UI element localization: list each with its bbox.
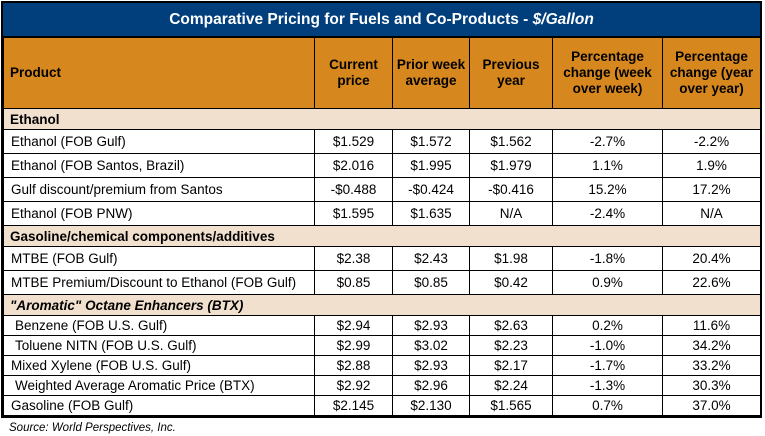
table-body: Ethanol Ethanol (FOB Gulf) $1.529 $1.572 $1.… [3,108,761,416]
value-cell: 20.4% [662,246,761,271]
product-cell: Ethanol (FOB Santos, Brazil) [3,153,315,178]
table-title-text: Comparative Pricing for Fuels and Co-Pro… [169,11,533,28]
col-header-pct-change-year: Percentage change (year over year) [662,37,761,109]
table-row: Ethanol (FOB PNW) $1.595 $1.635 N/A -2.4% N/A [3,201,761,226]
value-cell: 22.6% [662,270,761,295]
value-cell: 0.9% [552,270,663,295]
value-cell: -2.7% [552,129,663,154]
value-cell: $2.93 [392,355,470,376]
value-cell: $2.24 [469,375,553,396]
value-cell: $2.130 [392,395,470,416]
value-cell: $2.17 [469,355,553,376]
value-cell: $1.995 [392,153,470,178]
value-cell: -$0.424 [392,177,470,202]
value-cell: $1.565 [469,395,553,416]
value-cell: $1.635 [392,201,470,226]
value-cell: $1.529 [314,129,393,154]
source-note: Source: World Perspectives, Inc. [9,422,176,434]
value-cell: $0.42 [469,270,553,295]
table-title: Comparative Pricing for Fuels and Co-Pro… [3,3,760,37]
value-cell: $2.43 [392,246,470,271]
value-cell: $2.145 [314,395,393,416]
header-row: Product Current price Prior week average… [3,37,761,109]
product-cell: Benzene (FOB U.S. Gulf) [3,315,315,336]
product-cell: Ethanol (FOB PNW) [3,201,315,226]
value-cell: $2.63 [469,315,553,336]
value-cell: $1.572 [392,129,470,154]
value-cell: $1.98 [469,246,553,271]
value-cell: $2.38 [314,246,393,271]
value-cell: N/A [662,201,761,226]
table-row: Weighted Average Aromatic Price (BTX) $2.… [3,375,761,396]
value-cell: 30.3% [662,375,761,396]
value-cell: 34.2% [662,335,761,356]
table-row: Gulf discount/premium from Santos -$0.488… [3,177,761,202]
value-cell: -$0.488 [314,177,393,202]
value-cell: $1.595 [314,201,393,226]
value-cell: 11.6% [662,315,761,336]
value-cell: $2.016 [314,153,393,178]
section-row: Gasoline/chemical components/additives [3,225,761,247]
product-cell: MTBE Premium/Discount to Ethanol (FOB Gu… [3,270,315,295]
pricing-table: Product Current price Prior week average… [3,37,761,416]
col-header-previous-year: Previous year [469,37,553,109]
col-header-current-price: Current price [314,37,393,109]
value-cell: $2.99 [314,335,393,356]
table-row: Toluene NITN (FOB U.S. Gulf) $2.99 $3.02 $2… [3,335,761,356]
product-cell: Toluene NITN (FOB U.S. Gulf) [3,335,315,356]
section-row: Ethanol [3,108,761,130]
value-cell: 33.2% [662,355,761,376]
value-cell: $2.93 [392,315,470,336]
section-header: Ethanol [3,108,761,130]
product-cell: Gulf discount/premium from Santos [3,177,315,202]
table-header: Product Current price Prior week average… [3,37,761,109]
value-cell: $2.88 [314,355,393,376]
product-cell: MTBE (FOB Gulf) [3,246,315,271]
table-row: Ethanol (FOB Santos, Brazil) $2.016 $1.995… [3,153,761,178]
product-cell: Mixed Xylene (FOB U.S. Gulf) [3,355,315,376]
col-header-prior-week-average: Prior week average [392,37,470,109]
col-header-product: Product [3,37,315,109]
value-cell: $2.96 [392,375,470,396]
value-cell: 1.1% [552,153,663,178]
value-cell: 37.0% [662,395,761,416]
value-cell: $0.85 [314,270,393,295]
table-row: Ethanol (FOB Gulf) $1.529 $1.572 $1.562 -2.7… [3,129,761,154]
pricing-table-frame: Comparative Pricing for Fuels and Co-Pro… [1,1,762,418]
value-cell: $2.94 [314,315,393,336]
table-row: Benzene (FOB U.S. Gulf) $2.94 $2.93 $2.63 0.… [3,315,761,336]
value-cell: 1.9% [662,153,761,178]
value-cell: N/A [469,201,553,226]
table-row: Mixed Xylene (FOB U.S. Gulf) $2.88 $2.93 $2… [3,355,761,376]
product-cell: Gasoline (FOB Gulf) [3,395,315,416]
value-cell: 15.2% [552,177,663,202]
value-cell: -2.2% [662,129,761,154]
value-cell: 0.2% [552,315,663,336]
section-header: Gasoline/chemical components/additives [3,225,761,247]
table-row: MTBE Premium/Discount to Ethanol (FOB Gu… [3,270,761,295]
table-row: MTBE (FOB Gulf) $2.38 $2.43 $1.98 -1.8% 20.4% [3,246,761,271]
section-header: "Aromatic" Octane Enhancers (BTX) [3,294,761,316]
value-cell: -1.7% [552,355,663,376]
col-header-pct-change-week: Percentage change (week over week) [552,37,663,109]
value-cell: -1.0% [552,335,663,356]
value-cell: $0.85 [392,270,470,295]
value-cell: $1.562 [469,129,553,154]
value-cell: 0.7% [552,395,663,416]
value-cell: $3.02 [392,335,470,356]
value-cell: -2.4% [552,201,663,226]
product-cell: Weighted Average Aromatic Price (BTX) [3,375,315,396]
product-cell: Ethanol (FOB Gulf) [3,129,315,154]
value-cell: -1.3% [552,375,663,396]
table-title-unit: $/Gallon [532,11,594,28]
value-cell: -1.8% [552,246,663,271]
value-cell: $2.92 [314,375,393,396]
table-row: Gasoline (FOB Gulf) $2.145 $2.130 $1.565 0.7… [3,395,761,416]
value-cell: $2.23 [469,335,553,356]
section-row: "Aromatic" Octane Enhancers (BTX) [3,294,761,316]
value-cell: $1.979 [469,153,553,178]
value-cell: -$0.416 [469,177,553,202]
value-cell: 17.2% [662,177,761,202]
